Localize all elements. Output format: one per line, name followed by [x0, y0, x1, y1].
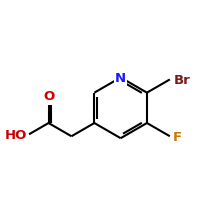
Text: F: F	[173, 131, 182, 144]
Text: N: N	[115, 72, 126, 85]
Text: O: O	[43, 90, 54, 103]
Text: Br: Br	[173, 74, 190, 87]
Text: HO: HO	[4, 129, 27, 142]
